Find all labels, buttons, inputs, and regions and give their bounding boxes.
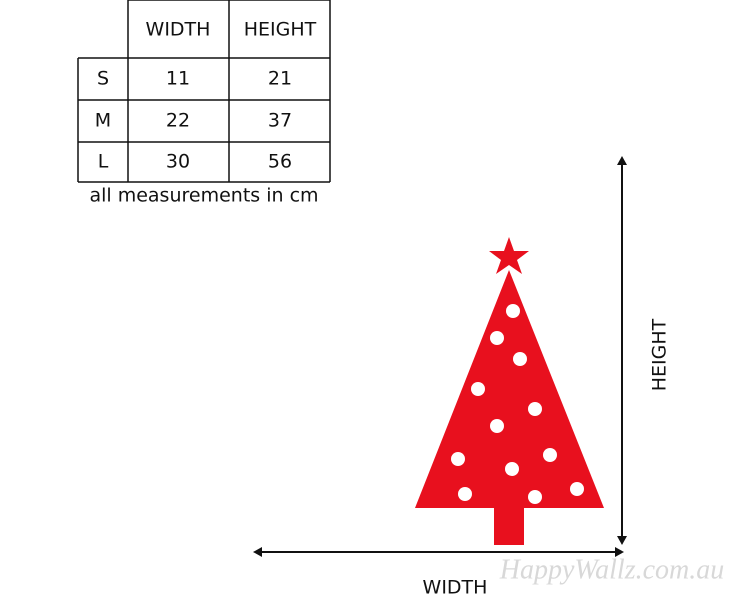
table-cell: 37 <box>268 110 292 132</box>
star <box>489 237 529 274</box>
arrow-head <box>615 547 624 557</box>
row-label: M <box>95 110 111 132</box>
arrow-head <box>617 536 627 545</box>
width-arrow: WIDTH <box>253 547 624 599</box>
header-cell: WIDTH <box>146 19 211 41</box>
width-label: WIDTH <box>423 577 488 599</box>
tree-body <box>415 270 604 508</box>
ornament <box>528 402 542 416</box>
ornament <box>543 448 557 462</box>
table-cell: 56 <box>268 151 292 173</box>
table-cell: 22 <box>166 110 190 132</box>
table-rows: S 11 21 M 22 37 L 30 56 <box>95 68 292 173</box>
row-label: S <box>97 68 109 90</box>
table-cell: 30 <box>166 151 190 173</box>
ornaments <box>451 304 584 504</box>
ornament <box>451 452 465 466</box>
ornament <box>505 462 519 476</box>
height-label: HEIGHT <box>649 318 671 391</box>
trunk <box>494 507 524 545</box>
arrow-head <box>253 547 262 557</box>
row-label: L <box>98 151 109 173</box>
ornament <box>490 419 504 433</box>
ornament <box>570 482 584 496</box>
tree <box>415 237 604 545</box>
ornament <box>458 487 472 501</box>
table-cell: 11 <box>166 68 190 90</box>
ornament <box>471 382 485 396</box>
watermark: HappyWallz.com.au <box>499 554 725 585</box>
table-note: all measurements in cm <box>89 185 318 207</box>
size-table: WIDTH HEIGHT S 11 21 M 22 37 L 30 56 all measure… <box>77 0 331 207</box>
table-cell: 21 <box>268 68 292 90</box>
ornament <box>528 490 542 504</box>
ornament <box>506 304 520 318</box>
ornament <box>513 352 527 366</box>
header-cell: HEIGHT <box>244 19 317 41</box>
ornament <box>490 331 504 345</box>
height-arrow: HEIGHT <box>617 156 671 545</box>
arrow-head <box>617 156 627 165</box>
